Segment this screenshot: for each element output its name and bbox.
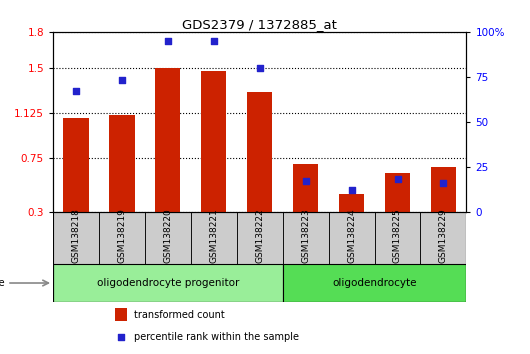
Text: GSM138222: GSM138222 <box>255 209 264 263</box>
Bar <box>53 264 282 302</box>
Point <box>72 88 80 94</box>
Title: GDS2379 / 1372885_at: GDS2379 / 1372885_at <box>182 18 337 31</box>
Text: GSM138223: GSM138223 <box>301 209 310 263</box>
Text: GSM138220: GSM138220 <box>163 209 172 263</box>
Bar <box>145 212 191 264</box>
Point <box>393 177 402 182</box>
Text: GSM138225: GSM138225 <box>393 209 402 263</box>
Text: oligodendrocyte progenitor: oligodendrocyte progenitor <box>96 278 239 288</box>
Text: GSM138221: GSM138221 <box>209 209 218 263</box>
Text: oligodendrocyte: oligodendrocyte <box>332 278 417 288</box>
Bar <box>431 167 456 212</box>
Bar <box>201 72 226 212</box>
Bar <box>64 118 89 212</box>
Text: percentile rank within the sample: percentile rank within the sample <box>134 332 298 342</box>
Point <box>255 65 264 71</box>
Text: GSM138219: GSM138219 <box>118 209 126 263</box>
Bar <box>385 173 410 212</box>
Point <box>439 180 448 186</box>
Bar <box>375 212 420 264</box>
Text: transformed count: transformed count <box>134 309 224 320</box>
Bar <box>329 212 375 264</box>
Bar <box>191 212 237 264</box>
Bar <box>155 68 180 212</box>
Point <box>209 38 218 44</box>
Bar <box>99 212 145 264</box>
Bar <box>115 308 127 321</box>
Point <box>302 178 310 184</box>
Bar <box>282 212 329 264</box>
Text: development stage: development stage <box>0 278 5 288</box>
Bar <box>339 194 364 212</box>
Bar <box>237 212 282 264</box>
Bar <box>293 164 318 212</box>
Point <box>164 38 172 44</box>
Text: GSM138224: GSM138224 <box>347 209 356 263</box>
Point <box>118 78 126 83</box>
Point <box>347 188 356 193</box>
Bar <box>420 212 466 264</box>
Text: GSM138218: GSM138218 <box>72 209 81 263</box>
Bar <box>282 264 466 302</box>
Bar <box>247 92 272 212</box>
Bar <box>109 115 135 212</box>
Point <box>117 334 125 340</box>
Bar <box>53 212 99 264</box>
Text: GSM138229: GSM138229 <box>439 209 448 263</box>
